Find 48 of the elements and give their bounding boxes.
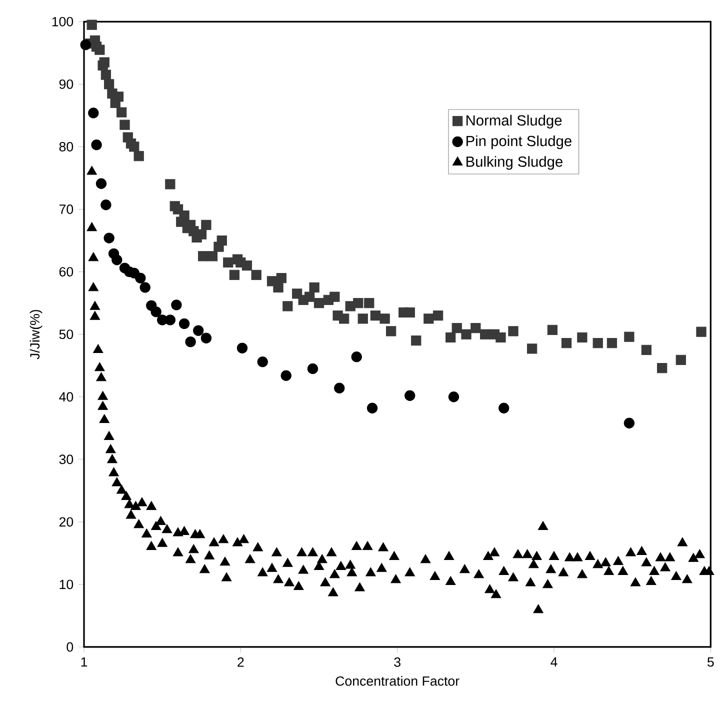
y-tick-label: 40	[59, 392, 74, 402]
point	[448, 392, 460, 402]
point	[498, 402, 510, 414]
point	[307, 363, 318, 374]
y-tick-label: 0	[66, 642, 74, 652]
x-tick-label: 4	[550, 657, 558, 667]
point	[404, 390, 416, 401]
point	[96, 178, 107, 189]
y-tick-label: 100	[52, 16, 74, 26]
point	[236, 342, 248, 354]
point	[104, 232, 114, 244]
point	[112, 254, 122, 266]
point	[624, 418, 635, 428]
legend-label: Pin point Sludge	[466, 135, 572, 150]
point	[200, 332, 212, 344]
point	[135, 272, 146, 284]
point	[91, 140, 102, 150]
legend-label: Normal Sludge	[466, 114, 562, 128]
point	[171, 300, 182, 310]
y-tick-label: 50	[59, 330, 74, 340]
x-tick-label: 3	[394, 657, 400, 667]
point	[178, 318, 190, 330]
y-tick-label: 10	[60, 580, 74, 590]
point	[88, 108, 99, 118]
point	[80, 39, 91, 50]
legend-label: Bulking Sludge	[466, 156, 562, 170]
point	[150, 306, 162, 318]
y-axis-title: J/Jiw(%)	[30, 310, 42, 360]
point	[140, 282, 150, 293]
y-tick-label: 30	[59, 454, 74, 464]
x-tick-label: 2	[238, 657, 244, 667]
x-tick-label: 5	[707, 657, 714, 667]
x-axis-title: Concentration Factor	[336, 676, 460, 686]
x-tick-label: 1	[81, 657, 88, 667]
y-tick-label: 20	[59, 517, 74, 527]
y-tick-label: 60	[59, 267, 74, 277]
point	[280, 370, 292, 381]
point	[164, 314, 176, 326]
point	[193, 325, 204, 336]
point	[351, 352, 362, 362]
point	[185, 336, 196, 348]
y-tick-label: 90	[59, 79, 74, 89]
point	[257, 356, 268, 368]
point	[366, 402, 378, 414]
point	[100, 200, 112, 210]
point	[334, 382, 345, 394]
y-tick-label: 80	[59, 142, 74, 152]
y-tick-label: 70	[59, 204, 74, 214]
